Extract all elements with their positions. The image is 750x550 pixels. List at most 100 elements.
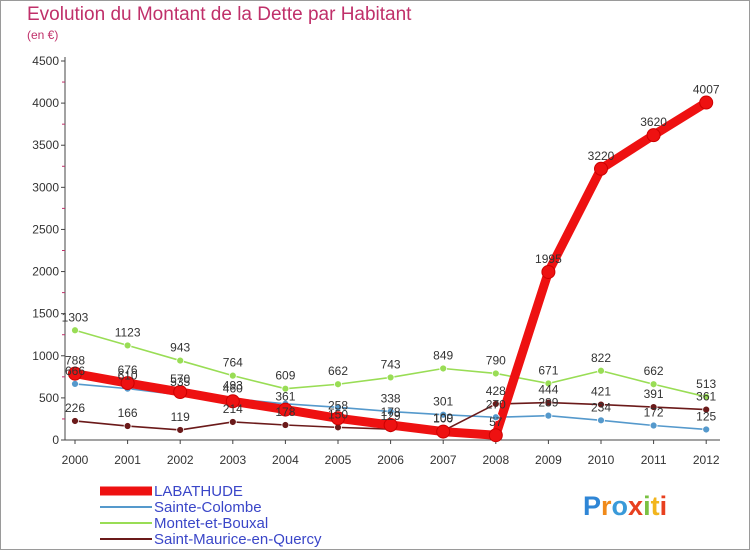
data-label: 1303 [62,310,89,324]
data-point [541,264,556,279]
data-label: 361 [696,390,716,404]
data-point [439,410,448,419]
data-point [702,405,711,414]
data-label: 3620 [640,115,667,129]
data-point [649,380,658,389]
logo-text: Proxiti [583,491,667,521]
y-tick-label: 4000 [32,96,59,110]
data-label: 361 [275,390,295,404]
data-point [383,418,398,433]
data-label: 129 [381,409,401,423]
data-label: 172 [644,406,664,420]
data-label: 100 [433,412,453,426]
data-point [173,384,188,399]
data-point [71,380,79,388]
data-label: 460 [223,381,243,395]
x-tick-label: 2002 [167,453,194,467]
data-label: 535 [170,375,190,389]
data-label: 258 [328,398,348,412]
x-tick-label: 2004 [272,453,299,467]
data-label: 4007 [693,83,720,97]
data-label: 790 [486,353,506,367]
data-point [597,366,605,375]
data-label: 943 [170,341,190,355]
chart-title: Evolution du Montant de la Dette par Hab… [27,4,412,25]
data-label: 610 [118,369,138,383]
x-tick-label: 2012 [693,453,720,467]
data-label: 1123 [115,325,141,339]
x-tick-label: 2009 [535,453,562,467]
data-label: 338 [381,392,401,406]
data-label: 3220 [588,149,615,163]
data-label: 301 [433,395,453,409]
legend-label: LABATHUDE [154,483,243,500]
data-label: 662 [644,364,664,378]
y-tick-label: 0 [52,433,59,447]
legend-label: Montet-et-Bouxal [154,515,268,532]
x-tick-label: 2007 [430,453,457,467]
data-point [281,384,290,393]
data-label: 178 [275,405,295,419]
data-point [228,418,237,426]
data-label: 743 [381,357,401,371]
data-point [334,403,342,412]
data-point [439,364,448,373]
data-label: 662 [328,364,348,378]
data-label: 788 [65,354,85,368]
y-tick-label: 1500 [32,307,59,321]
x-tick-label: 2000 [62,453,89,467]
data-label: 234 [591,400,611,414]
data-label: 764 [223,356,243,370]
x-tick-label: 2003 [219,453,246,467]
data-point [544,398,553,407]
data-label: 513 [696,377,716,391]
data-point [123,341,132,350]
data-label: 226 [65,401,85,415]
logo-letter: x [628,491,643,521]
logo-letter: i [643,491,651,521]
data-point [594,161,608,176]
y-tick-label: 1000 [32,349,59,363]
data-point [334,380,342,389]
y-tick-label: 2500 [32,222,59,236]
data-label: 1995 [535,252,562,266]
data-point [71,326,79,335]
data-label: 493 [223,379,243,393]
logo-letter: t [651,491,660,521]
legend-label: Sainte-Colombe [154,499,262,516]
y-tick-label: 2000 [32,265,59,279]
logo-letter: o [612,491,629,521]
y-tick-label: 500 [39,391,59,405]
data-label: 444 [538,383,558,397]
logo-letter: i [660,491,668,521]
data-label: 570 [170,372,190,386]
data-label: 109 [433,411,453,425]
data-label: 178 [381,405,401,419]
data-label: 214 [223,402,243,416]
chart-subtitle: (en €) [27,28,59,42]
data-label: 150 [328,407,348,421]
data-point [281,421,290,429]
data-point [491,400,500,408]
data-point [544,379,553,388]
data-point [176,426,185,434]
data-point [491,369,500,378]
logo-letter: P [583,491,601,521]
data-point [646,128,661,143]
y-tick-label: 3500 [32,138,59,152]
data-point [71,417,79,425]
data-point [702,425,711,434]
data-point [123,422,132,430]
data-label: 849 [433,348,453,362]
data-point [491,413,500,422]
x-tick-label: 2011 [641,453,667,467]
data-label: 421 [591,385,611,399]
data-point [699,95,714,110]
data-point [68,366,82,381]
data-label: 666 [65,364,85,378]
data-point [176,356,185,365]
y-tick-label: 4500 [32,54,59,68]
data-label: 289 [538,396,558,410]
x-tick-label: 2010 [588,453,615,467]
